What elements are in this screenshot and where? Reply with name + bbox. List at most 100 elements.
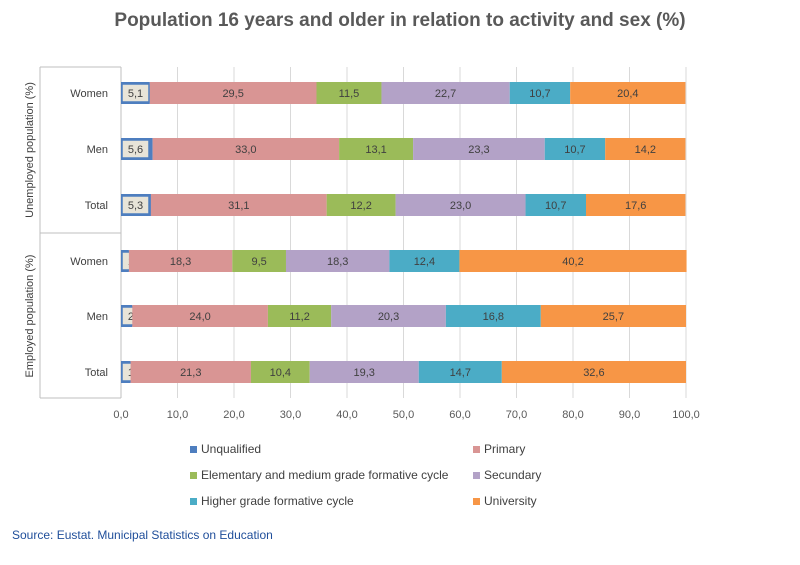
legend-label: Primary: [484, 442, 525, 456]
x-tick-label: 80,0: [562, 409, 583, 421]
category-label: Men: [87, 144, 108, 156]
legend-label: Elementary and medium grade formative cy…: [201, 468, 449, 482]
data-label: 33,0: [235, 144, 256, 156]
data-label-box: [121, 83, 150, 103]
legend-label: Higher grade formative cycle: [201, 494, 354, 508]
bar-segment: [316, 82, 382, 104]
bar-segment: [132, 305, 268, 327]
bar-segment: [501, 361, 686, 383]
data-label: 11,5: [339, 88, 360, 100]
bar-segment: [285, 250, 390, 272]
bar-segment: [381, 82, 510, 104]
data-label: 24,0: [189, 311, 210, 323]
data-label: 10,7: [564, 144, 585, 156]
x-tick-label: 10,0: [167, 409, 188, 421]
bar-segment: [395, 194, 526, 216]
data-label-box: [121, 195, 150, 215]
bar-segment: [152, 138, 340, 160]
bar-segment: [585, 194, 686, 216]
bar-segment: [128, 250, 233, 272]
category-label: Men: [87, 311, 108, 323]
data-label: 18,3: [327, 256, 348, 268]
bar-segment: [267, 305, 332, 327]
bar-segment: [130, 361, 251, 383]
data-label: 21,3: [180, 367, 201, 379]
bar-segment: [309, 361, 419, 383]
source-note: Source: Eustat. Municipal Statistics on …: [12, 528, 273, 542]
bar-segment: [389, 250, 460, 272]
bar-segment: [418, 361, 502, 383]
bar-segment: [331, 305, 446, 327]
bar-segment: [149, 82, 317, 104]
legend-swatch: [473, 498, 480, 505]
bar-segment: [413, 138, 545, 160]
group-label: Unemployed population (%): [24, 82, 36, 218]
data-label: 9,5: [251, 256, 266, 268]
bar-segment: [540, 305, 686, 327]
x-tick-label: 60,0: [449, 409, 470, 421]
legend-swatch: [190, 446, 197, 453]
x-tick-label: 50,0: [393, 409, 414, 421]
data-label: 23,0: [450, 200, 471, 212]
data-label: 22,7: [435, 88, 456, 100]
data-label: 16,8: [483, 311, 504, 323]
bar-segment: [232, 250, 286, 272]
legend-label: Secundary: [484, 468, 541, 482]
data-label: 23,3: [468, 144, 489, 156]
data-label: 18,3: [170, 256, 191, 268]
x-tick-label: 100,0: [672, 409, 700, 421]
data-label: 40,2: [562, 256, 583, 268]
data-label: 19,3: [354, 367, 375, 379]
data-label: 14,2: [635, 144, 656, 156]
data-label: 31,1: [228, 200, 249, 212]
bar-segment: [570, 82, 686, 104]
x-tick-label: 0,0: [113, 409, 128, 421]
legend-swatch: [473, 472, 480, 479]
data-label: 17,6: [625, 200, 646, 212]
bar-segment: [459, 250, 687, 272]
data-label: 5,3: [128, 200, 143, 212]
x-tick-label: 20,0: [223, 409, 244, 421]
category-label: Total: [85, 200, 108, 212]
x-tick-label: 30,0: [280, 409, 301, 421]
bar-segment: [326, 194, 396, 216]
category-label: Women: [70, 256, 108, 268]
bar-segment: [525, 194, 586, 216]
bar-segment: [150, 194, 327, 216]
legend-swatch: [190, 472, 197, 479]
legend-swatch: [473, 446, 480, 453]
data-label: 13,1: [365, 144, 386, 156]
category-label: Total: [85, 367, 108, 379]
bar-segment: [509, 82, 571, 104]
legend-label: Unqualified: [201, 442, 261, 456]
data-label: 25,7: [603, 311, 624, 323]
data-label: 5,1: [128, 88, 143, 100]
bar-segment: [339, 138, 414, 160]
legend-label: University: [484, 494, 537, 508]
chart-title: Population 16 years and older in relatio…: [114, 10, 686, 31]
data-label-box: [121, 139, 150, 159]
data-label: 14,7: [450, 367, 471, 379]
data-label: 10,4: [270, 367, 291, 379]
data-label: 11,2: [289, 311, 310, 323]
legend-swatch: [190, 498, 197, 505]
data-label: 10,7: [529, 88, 550, 100]
data-label: 32,6: [583, 367, 604, 379]
x-tick-label: 90,0: [619, 409, 640, 421]
x-tick-label: 40,0: [336, 409, 357, 421]
category-label: Women: [70, 88, 108, 100]
bar-segment: [445, 305, 541, 327]
data-label: 12,4: [414, 256, 435, 268]
bar-segment: [250, 361, 310, 383]
data-label: 20,3: [378, 311, 399, 323]
data-label: 10,7: [545, 200, 566, 212]
data-label: 12,2: [350, 200, 371, 212]
data-label: 20,4: [617, 88, 638, 100]
data-label: 29,5: [222, 88, 243, 100]
x-tick-label: 70,0: [506, 409, 527, 421]
data-label: 5,6: [128, 144, 143, 156]
bar-segment: [605, 138, 686, 160]
bar-segment: [544, 138, 606, 160]
group-label: Employed population (%): [24, 255, 36, 378]
